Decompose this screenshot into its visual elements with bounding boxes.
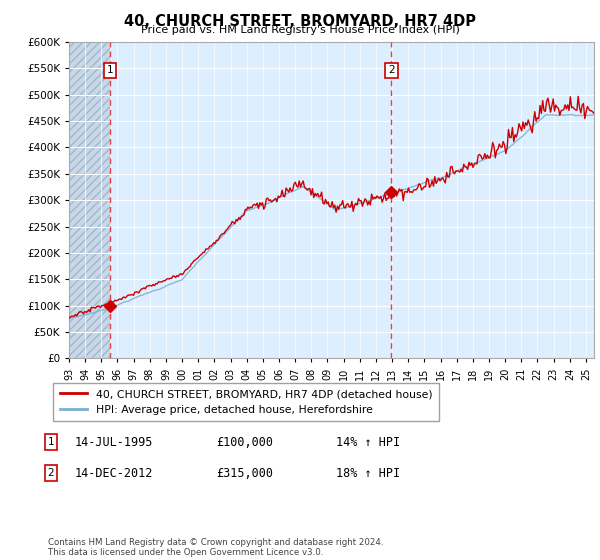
Text: 1: 1 [47, 437, 55, 447]
Text: Contains HM Land Registry data © Crown copyright and database right 2024.
This d: Contains HM Land Registry data © Crown c… [48, 538, 383, 557]
Text: £315,000: £315,000 [216, 466, 273, 480]
Bar [69, 42, 110, 358]
Text: £100,000: £100,000 [216, 436, 273, 449]
Text: 14-JUL-1995: 14-JUL-1995 [75, 436, 154, 449]
Text: 1: 1 [107, 66, 113, 76]
Text: 40, CHURCH STREET, BROMYARD, HR7 4DP: 40, CHURCH STREET, BROMYARD, HR7 4DP [124, 14, 476, 29]
Text: 14-DEC-2012: 14-DEC-2012 [75, 466, 154, 480]
Legend: 40, CHURCH STREET, BROMYARD, HR7 4DP (detached house), HPI: Average price, detac: 40, CHURCH STREET, BROMYARD, HR7 4DP (de… [53, 382, 439, 421]
Text: 18% ↑ HPI: 18% ↑ HPI [336, 466, 400, 480]
Text: 14% ↑ HPI: 14% ↑ HPI [336, 436, 400, 449]
Text: 2: 2 [47, 468, 55, 478]
Text: 2: 2 [388, 66, 395, 76]
Text: Price paid vs. HM Land Registry's House Price Index (HPI): Price paid vs. HM Land Registry's House … [140, 25, 460, 35]
